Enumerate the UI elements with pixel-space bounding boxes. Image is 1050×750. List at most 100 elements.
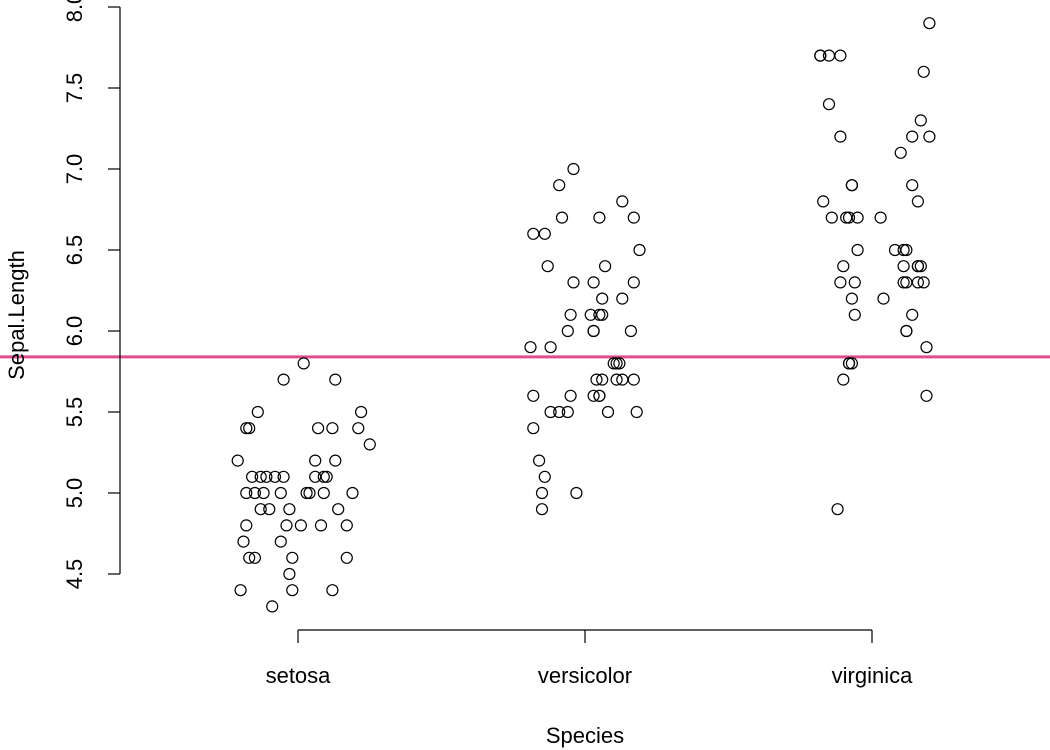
data-point-virginica bbox=[900, 324, 913, 338]
y-tick-label: 4.5 bbox=[62, 559, 87, 590]
data-point-setosa bbox=[300, 486, 313, 500]
data-point-versicolor bbox=[616, 195, 629, 208]
data-point-versicolor bbox=[613, 357, 626, 370]
data-point-virginica bbox=[822, 98, 836, 111]
data-point-virginica bbox=[834, 130, 847, 143]
data-point-versicolor bbox=[527, 227, 540, 240]
data-point-virginica bbox=[888, 243, 902, 257]
data-point-setosa bbox=[277, 373, 290, 386]
data-point-virginica bbox=[845, 292, 859, 305]
data-point-versicolor bbox=[587, 324, 600, 338]
data-point-versicolor bbox=[633, 243, 646, 257]
data-point-versicolor bbox=[564, 308, 577, 321]
data-point-virginica bbox=[900, 276, 913, 289]
data-point-setosa bbox=[251, 405, 264, 419]
data-point-setosa bbox=[286, 584, 299, 597]
data-point-virginica bbox=[897, 243, 910, 257]
data-point-virginica bbox=[914, 260, 927, 273]
data-point-virginica bbox=[848, 276, 861, 289]
data-point-versicolor bbox=[593, 308, 606, 321]
data-point-versicolor bbox=[538, 470, 551, 483]
data-point-versicolor bbox=[532, 454, 546, 467]
data-point-setosa bbox=[355, 405, 368, 419]
data-point-setosa bbox=[240, 486, 253, 500]
data-point-virginica bbox=[845, 179, 859, 192]
data-point-setosa bbox=[240, 519, 253, 532]
data-point-setosa bbox=[317, 470, 330, 483]
data-point-setosa bbox=[326, 584, 339, 597]
data-point-setosa bbox=[266, 600, 279, 613]
data-point-versicolor bbox=[553, 179, 566, 192]
data-point-setosa bbox=[283, 503, 296, 516]
data-point-virginica bbox=[837, 373, 850, 386]
data-point-virginica bbox=[906, 308, 919, 321]
data-point-versicolor bbox=[561, 324, 574, 338]
data-point-versicolor bbox=[616, 373, 629, 386]
data-point-setosa bbox=[280, 519, 293, 532]
data-point-virginica bbox=[837, 260, 850, 273]
data-point-setosa bbox=[243, 551, 256, 564]
data-point-virginica bbox=[851, 211, 864, 224]
data-point-virginica bbox=[897, 260, 910, 273]
data-point-versicolor bbox=[564, 389, 577, 402]
data-point-setosa bbox=[274, 486, 287, 500]
data-point-virginica bbox=[923, 17, 936, 30]
data-point-virginica bbox=[923, 130, 936, 143]
data-point-setosa bbox=[294, 519, 307, 532]
data-point-virginica bbox=[917, 65, 930, 78]
data-point-setosa bbox=[332, 503, 345, 516]
y-tick-label: 6.5 bbox=[62, 235, 87, 266]
x-axis: setosa versicolor virginica bbox=[266, 629, 913, 688]
data-point-versicolor bbox=[567, 162, 580, 176]
data-point-setosa bbox=[317, 486, 330, 500]
data-point-virginica bbox=[848, 308, 861, 321]
data-point-versicolor bbox=[541, 260, 554, 273]
y-axis: 4.5 5.0 5.5 6.0 6.5 7.0 7.5 8.0 bbox=[62, 0, 121, 590]
data-point-virginica bbox=[917, 276, 930, 289]
data-point-versicolor bbox=[587, 389, 600, 402]
data-point-versicolor bbox=[544, 405, 557, 419]
data-point-versicolor bbox=[630, 405, 643, 419]
data-point-versicolor bbox=[561, 405, 574, 419]
data-point-versicolor bbox=[584, 308, 597, 321]
data-point-virginica bbox=[920, 389, 933, 402]
y-tick-label: 7.5 bbox=[62, 73, 87, 104]
data-point-virginica bbox=[851, 243, 864, 257]
data-point-virginica bbox=[842, 211, 856, 224]
data-point-setosa bbox=[260, 470, 273, 483]
data-point-setosa bbox=[254, 470, 267, 483]
data-point-setosa bbox=[286, 551, 299, 564]
y-tick-label: 5.5 bbox=[62, 397, 87, 428]
data-point-setosa bbox=[248, 551, 261, 564]
x-axis-title: Species bbox=[546, 723, 624, 748]
data-point-versicolor bbox=[535, 503, 549, 516]
y-tick-label: 6.0 bbox=[62, 316, 87, 347]
data-point-versicolor bbox=[527, 389, 540, 402]
data-point-versicolor bbox=[593, 211, 606, 224]
data-point-setosa bbox=[340, 519, 353, 532]
data-point-versicolor bbox=[596, 308, 609, 321]
data-point-versicolor bbox=[627, 373, 640, 386]
data-point-setosa bbox=[312, 422, 325, 435]
data-point-virginica bbox=[900, 243, 913, 257]
data-point-virginica bbox=[911, 195, 925, 208]
data-point-versicolor bbox=[610, 373, 623, 386]
data-point-setosa bbox=[340, 551, 353, 564]
data-point-versicolor bbox=[570, 486, 583, 500]
data-point-setosa bbox=[277, 470, 290, 483]
data-point-versicolor bbox=[535, 486, 549, 500]
data-point-versicolor bbox=[553, 405, 566, 419]
data-point-setosa bbox=[329, 454, 342, 467]
data-point-virginica bbox=[894, 146, 907, 159]
x-tick-label-versicolor: versicolor bbox=[538, 663, 632, 688]
data-point-setosa bbox=[257, 486, 270, 500]
data-point-setosa bbox=[314, 519, 328, 532]
data-point-setosa bbox=[240, 422, 253, 435]
data-point-versicolor bbox=[590, 373, 603, 386]
data-point-virginica bbox=[831, 503, 844, 516]
y-axis-title: Sepal.Length bbox=[4, 250, 29, 380]
data-point-versicolor bbox=[527, 422, 540, 435]
data-point-versicolor bbox=[624, 324, 638, 338]
data-point-versicolor bbox=[627, 276, 640, 289]
